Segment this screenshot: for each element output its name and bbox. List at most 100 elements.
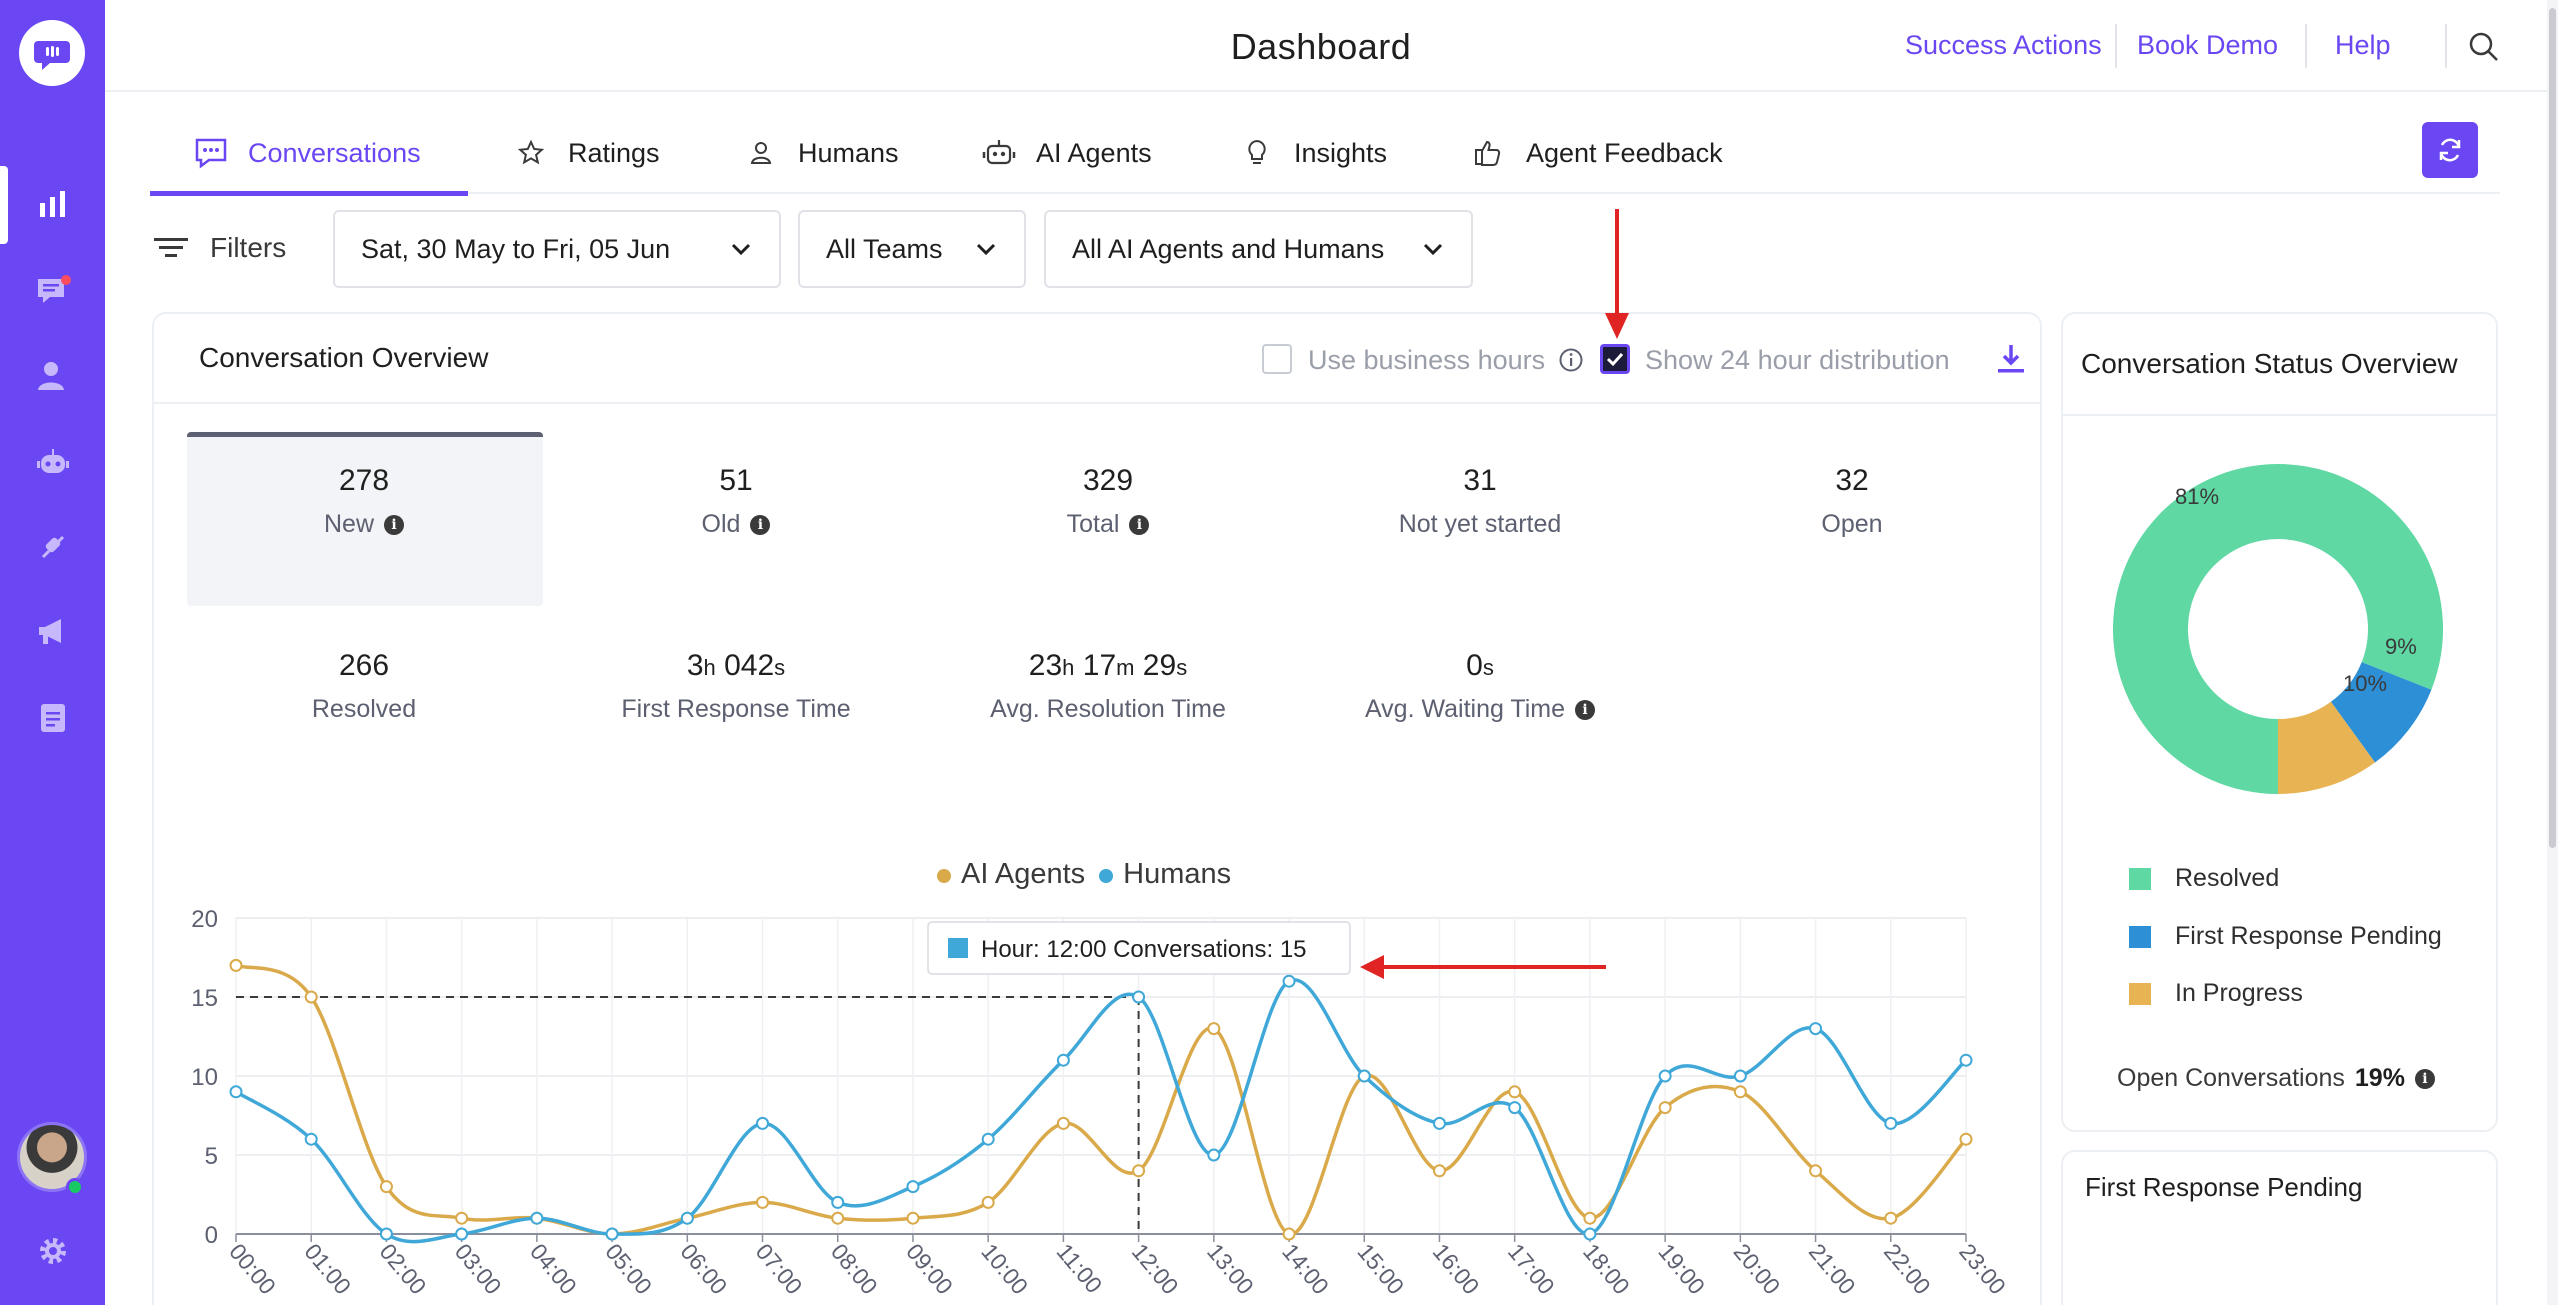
data-point-humans[interactable] [1733, 1069, 1747, 1083]
info-icon[interactable]: i [1129, 514, 1150, 535]
report-tabs: Conversations Ratings Humans AI Agents I… [150, 112, 2500, 196]
data-point-ai-agents[interactable] [1884, 1211, 1898, 1225]
data-point-ai-agents[interactable] [1959, 1132, 1973, 1146]
data-point-ai-agents[interactable] [756, 1195, 770, 1209]
data-point-humans[interactable] [1207, 1148, 1221, 1162]
sidebar-item-contacts[interactable] [30, 353, 76, 399]
tab-ai-agents[interactable]: AI Agents [982, 112, 1152, 194]
sidebar-item-campaigns[interactable] [30, 608, 76, 654]
data-point-humans[interactable] [680, 1211, 694, 1225]
data-point-ai-agents[interactable] [981, 1195, 995, 1209]
app-logo[interactable] [19, 20, 85, 86]
info-icon[interactable]: i [750, 514, 771, 535]
data-point-ai-agents[interactable] [1282, 1227, 1296, 1241]
help-link[interactable]: Help [2335, 30, 2391, 60]
success-actions-link[interactable]: Success Actions [1905, 30, 2102, 60]
teams-dropdown[interactable]: All Teams [798, 210, 1026, 288]
info-icon[interactable]: i [2414, 1068, 2435, 1089]
data-point-humans[interactable] [229, 1085, 243, 1099]
sidebar-item-inbox[interactable] [30, 268, 76, 314]
data-point-ai-agents[interactable] [455, 1211, 469, 1225]
stat-open: 32 Open [1675, 464, 2029, 539]
download-icon[interactable] [1994, 342, 2028, 376]
data-point-ai-agents[interactable] [1132, 1164, 1146, 1178]
sidebar-item-bots[interactable] [30, 440, 76, 486]
sidebar-item-settings[interactable] [30, 1228, 76, 1274]
data-point-humans[interactable] [1884, 1116, 1898, 1130]
data-point-humans[interactable] [455, 1227, 469, 1241]
book-demo-link[interactable]: Book Demo [2137, 30, 2279, 60]
data-point-ai-agents[interactable] [1508, 1085, 1522, 1099]
data-point-humans[interactable] [1132, 990, 1146, 1004]
tab-humans[interactable]: Humans [744, 112, 899, 194]
info-icon[interactable]: i [384, 514, 404, 535]
data-point-ai-agents[interactable] [1809, 1164, 1823, 1178]
data-point-humans[interactable] [1508, 1101, 1522, 1115]
tab-label: Agent Feedback [1526, 137, 1723, 168]
sidebar-item-knowledge-base[interactable] [30, 695, 76, 741]
tab-ratings[interactable]: Ratings [514, 112, 660, 194]
chat-logo-icon [34, 41, 70, 70]
data-point-humans[interactable] [1809, 1022, 1823, 1036]
legend-item-resolved[interactable]: Resolved [2129, 864, 2279, 893]
x-tick-label: 08:00 [826, 1239, 883, 1300]
tab-conversations[interactable]: Conversations [150, 112, 468, 196]
data-point-humans[interactable] [1056, 1053, 1070, 1067]
info-icon[interactable]: i [1575, 699, 1596, 720]
divider [154, 402, 2040, 404]
legend-item-first-response-pending[interactable]: First Response Pending [2129, 922, 2442, 951]
data-point-ai-agents[interactable] [1658, 1101, 1672, 1115]
x-tick-label: 11:00 [1052, 1239, 1108, 1299]
data-point-ai-agents[interactable] [1207, 1022, 1221, 1036]
agents-dropdown[interactable]: All AI Agents and Humans [1044, 210, 1473, 288]
filters-label: Filters [210, 232, 287, 263]
data-point-ai-agents[interactable] [831, 1211, 845, 1225]
data-point-humans[interactable] [1282, 974, 1296, 988]
use-business-hours-checkbox[interactable] [1262, 344, 1292, 374]
search-icon[interactable] [2467, 30, 2501, 64]
data-point-humans[interactable] [831, 1195, 845, 1209]
tab-agent-feedback[interactable]: Agent Feedback [1472, 112, 1723, 194]
data-point-humans[interactable] [1959, 1053, 1973, 1067]
refresh-button[interactable] [2422, 122, 2478, 178]
data-point-humans[interactable] [1583, 1227, 1597, 1241]
scrollbar-thumb[interactable] [2549, 8, 2556, 848]
legend-item-ai-agents[interactable]: AI Agents [937, 858, 1085, 891]
data-point-humans[interactable] [304, 1132, 318, 1146]
data-point-humans[interactable] [605, 1227, 619, 1241]
data-point-humans[interactable] [756, 1116, 770, 1130]
y-tick-label: 15 [191, 985, 218, 1012]
filters-button[interactable]: Filters [154, 232, 286, 264]
donut-slice-resolved[interactable] [2113, 464, 2443, 794]
date-range-dropdown[interactable]: Sat, 30 May to Fri, 05 Jun [333, 210, 781, 288]
data-point-humans[interactable] [1357, 1069, 1371, 1083]
stat-value: 0s [1466, 649, 1494, 682]
donut-slice-in-progress[interactable] [2278, 701, 2375, 794]
data-point-humans[interactable] [1432, 1116, 1446, 1130]
sidebar-item-integrations[interactable] [30, 524, 76, 570]
data-point-humans[interactable] [379, 1227, 393, 1241]
data-point-ai-agents[interactable] [1056, 1116, 1070, 1130]
stat-new[interactable]: 278 New i [187, 464, 541, 539]
sidebar-item-reports[interactable] [30, 182, 76, 228]
megaphone-icon [39, 619, 61, 644]
data-point-ai-agents[interactable] [304, 990, 318, 1004]
data-point-ai-agents[interactable] [1583, 1211, 1597, 1225]
data-point-ai-agents[interactable] [1432, 1164, 1446, 1178]
data-point-ai-agents[interactable] [906, 1211, 920, 1225]
data-point-humans[interactable] [906, 1180, 920, 1194]
donut-slice-first-response-pending[interactable] [2330, 662, 2432, 763]
data-point-humans[interactable] [530, 1211, 544, 1225]
show-24h-distribution-checkbox[interactable] [1600, 344, 1630, 374]
card-title: Conversation Overview [199, 342, 489, 373]
tab-insights[interactable]: Insights [1240, 112, 1387, 194]
annotation-arrow-left [1360, 955, 1606, 979]
data-point-ai-agents[interactable] [229, 958, 243, 972]
data-point-humans[interactable] [1658, 1069, 1672, 1083]
data-point-ai-agents[interactable] [1733, 1085, 1747, 1099]
info-icon[interactable] [1558, 347, 1584, 373]
legend-item-humans[interactable]: Humans [1099, 858, 1231, 891]
data-point-humans[interactable] [981, 1132, 995, 1146]
legend-item-in-progress[interactable]: In Progress [2129, 979, 2303, 1008]
data-point-ai-agents[interactable] [379, 1180, 393, 1194]
